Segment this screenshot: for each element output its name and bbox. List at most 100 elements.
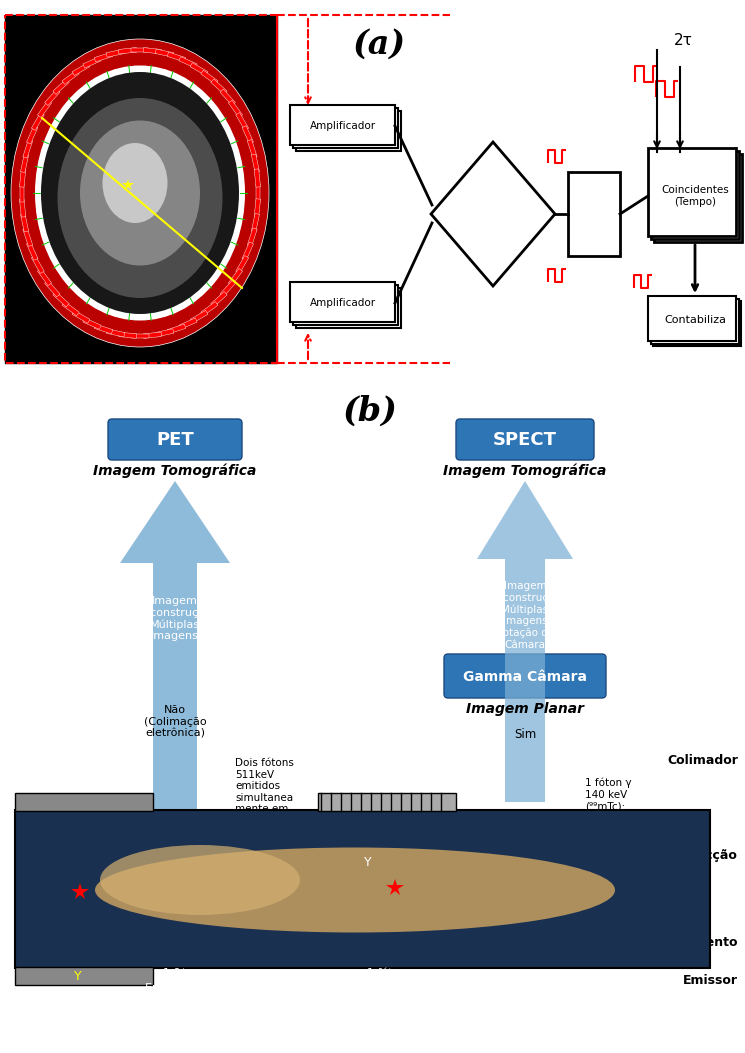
Polygon shape	[95, 52, 112, 62]
Polygon shape	[143, 47, 162, 54]
Text: 1 fótonγ: 1 fótonγ	[367, 968, 413, 978]
Ellipse shape	[41, 72, 239, 314]
Polygon shape	[72, 63, 90, 76]
Polygon shape	[431, 142, 555, 286]
Polygon shape	[31, 113, 44, 131]
Polygon shape	[247, 227, 257, 246]
Bar	[290, 105, 395, 145]
Ellipse shape	[103, 143, 168, 223]
Polygon shape	[21, 154, 28, 173]
Ellipse shape	[95, 848, 615, 933]
FancyBboxPatch shape	[456, 419, 594, 460]
Polygon shape	[83, 57, 101, 68]
Polygon shape	[211, 79, 227, 95]
Polygon shape	[143, 332, 162, 338]
Polygon shape	[200, 301, 218, 316]
Polygon shape	[107, 49, 124, 57]
Polygon shape	[118, 332, 137, 338]
Text: Dois fótons
511keV
emitidos
simultanea
mente em
180 graus.: Dois fótons 511keV emitidos simultanea m…	[235, 758, 294, 826]
Text: Imagem Planar: Imagem Planar	[466, 702, 584, 716]
Polygon shape	[53, 292, 69, 307]
Bar	[651, 299, 739, 344]
Bar	[318, 793, 456, 811]
Text: 1 fóton γ
140 keV
(⁹⁹mTc):
outras
energias
dependem
do isótopo: 1 fóton γ 140 keV (⁹⁹mTc): outras energi…	[585, 778, 641, 858]
Bar	[15, 793, 153, 811]
Polygon shape	[211, 292, 227, 307]
FancyBboxPatch shape	[108, 419, 242, 460]
Bar	[293, 285, 398, 325]
FancyBboxPatch shape	[444, 654, 606, 698]
Text: Imagem
Reconstrução
Múltiplas
Imagens
Rotação da
Câmara: Imagem Reconstrução Múltiplas Imagens Ro…	[489, 581, 560, 650]
Polygon shape	[242, 242, 253, 260]
Polygon shape	[118, 47, 137, 54]
Polygon shape	[37, 269, 51, 285]
Polygon shape	[190, 63, 208, 76]
Bar	[648, 296, 736, 341]
Polygon shape	[27, 125, 38, 144]
Text: PET: PET	[156, 431, 194, 449]
Polygon shape	[27, 242, 38, 260]
Ellipse shape	[11, 39, 269, 347]
Polygon shape	[220, 280, 235, 297]
Text: SPECT: SPECT	[493, 431, 557, 449]
Text: Decaimento: Decaimento	[655, 935, 738, 949]
Polygon shape	[31, 256, 44, 274]
Bar	[653, 301, 741, 346]
Text: 2τ: 2τ	[673, 33, 692, 48]
Polygon shape	[19, 168, 26, 187]
Polygon shape	[53, 79, 69, 95]
Text: Gamma Câmara: Gamma Câmara	[463, 670, 587, 684]
Polygon shape	[23, 140, 33, 158]
Text: Emissor: Emissor	[683, 974, 738, 987]
Bar	[293, 108, 398, 148]
Polygon shape	[155, 49, 174, 57]
Text: Υ: Υ	[364, 855, 372, 869]
Text: Sim: Sim	[514, 728, 536, 741]
Text: (b): (b)	[343, 395, 397, 428]
Polygon shape	[235, 113, 249, 131]
Polygon shape	[242, 125, 253, 144]
Polygon shape	[62, 71, 79, 84]
Polygon shape	[19, 199, 26, 217]
Bar	[5, 15, 277, 363]
Bar	[296, 111, 401, 151]
Text: Imagem Tomográfica: Imagem Tomográfica	[93, 463, 257, 477]
Polygon shape	[220, 90, 235, 105]
Bar	[15, 810, 710, 968]
Polygon shape	[251, 154, 259, 173]
Ellipse shape	[35, 65, 245, 320]
Bar	[290, 282, 395, 322]
Bar	[568, 172, 620, 256]
Polygon shape	[120, 481, 230, 862]
Text: Amplificador: Amplificador	[310, 298, 376, 307]
Polygon shape	[23, 227, 33, 246]
Polygon shape	[155, 329, 174, 337]
Text: Υ: Υ	[74, 970, 82, 984]
Polygon shape	[45, 90, 60, 105]
Bar	[648, 148, 736, 236]
Text: Emissor γ: Emissor γ	[363, 984, 417, 993]
Polygon shape	[62, 301, 79, 316]
Polygon shape	[254, 199, 261, 217]
Polygon shape	[179, 57, 197, 68]
Text: Amplificador: Amplificador	[310, 121, 376, 131]
Polygon shape	[107, 329, 124, 337]
Bar	[654, 154, 742, 242]
Text: Imagem
Reconstrução
Múltiplas
Imagens: Imagem Reconstrução Múltiplas Imagens	[137, 596, 213, 641]
Polygon shape	[131, 47, 149, 53]
Bar	[15, 967, 153, 985]
Polygon shape	[131, 334, 149, 338]
Polygon shape	[477, 481, 573, 802]
Text: Colimador: Colimador	[667, 754, 738, 767]
Polygon shape	[256, 184, 260, 202]
Polygon shape	[21, 214, 28, 232]
Text: (a): (a)	[353, 28, 407, 61]
Text: Detecção: Detecção	[673, 849, 738, 861]
Polygon shape	[179, 318, 197, 330]
Text: Contabiliza: Contabiliza	[664, 315, 726, 325]
Polygon shape	[229, 100, 243, 118]
Bar	[5, 15, 277, 363]
Polygon shape	[20, 184, 25, 202]
Polygon shape	[190, 311, 208, 323]
Ellipse shape	[57, 98, 223, 298]
